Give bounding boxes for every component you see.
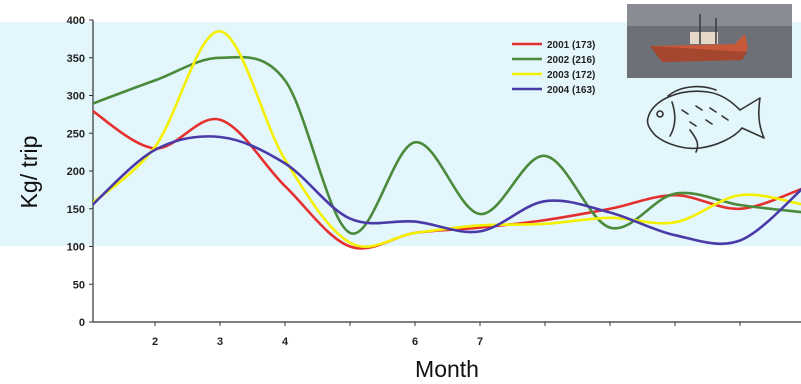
y-tick-label-4: 200	[67, 166, 85, 178]
fish-drawing-icon	[646, 85, 765, 153]
y-tick-label-1: 50	[73, 279, 85, 291]
x-tick-label-3: 3	[217, 336, 223, 348]
legend-label-2: 2002 (216)	[547, 55, 595, 66]
y-tick-label-3: 150	[67, 204, 85, 216]
legend-label-3: 2003 (172)	[547, 70, 595, 81]
series-line-4	[93, 135, 801, 246]
y-tick-label-6: 300	[67, 91, 85, 103]
x-axis-ticks: 2 3 4 6 7	[152, 322, 741, 348]
y-tick-label-5: 250	[67, 128, 85, 140]
y-tick-label-8: 400	[67, 15, 85, 27]
series-lines	[93, 29, 801, 250]
legend-label-4: 2004 (163)	[547, 85, 595, 96]
y-tick-label-2: 100	[67, 242, 85, 254]
series-line-2	[93, 55, 801, 235]
x-tick-label-2: 2	[152, 336, 158, 348]
y-tick-label-0: 0	[79, 317, 85, 329]
x-tick-label-7: 7	[477, 336, 483, 348]
series-line-3	[93, 29, 801, 249]
y-axis-title: Kg/ trip	[16, 136, 42, 209]
x-tick-label-4: 4	[282, 336, 289, 348]
legend-label-1: 2001 (173)	[547, 40, 595, 51]
y-axis-ticks: 0 50 100 150 200 250 300 350 400	[67, 15, 93, 329]
y-tick-label-7: 350	[67, 53, 85, 65]
fishing-boat-photo	[627, 4, 792, 78]
legend: 2001 (173) 2002 (216) 2003 (172) 2004 (163)	[512, 40, 595, 96]
x-axis-title: Month	[415, 356, 479, 382]
x-tick-label-6: 6	[412, 336, 418, 348]
